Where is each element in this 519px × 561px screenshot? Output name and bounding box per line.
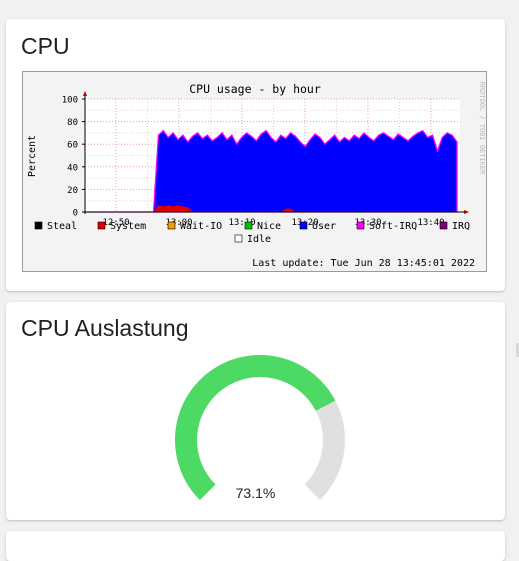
x-axis-arrow (464, 210, 469, 214)
next-card (6, 531, 505, 561)
graph-ylabel: Percent (27, 135, 38, 177)
cpu-load-gauge (175, 355, 345, 501)
legend-swatch (439, 221, 448, 230)
y-tick-label: 40 (67, 163, 78, 173)
cpu-usage-graph-svg: CPU usage - by hour Percent RRDTOOL / TO… (27, 82, 486, 269)
legend-label: Steal (47, 221, 77, 232)
y-tick-label: 20 (67, 186, 78, 196)
cpu-usage-graph: CPU usage - by hour Percent RRDTOOL / TO… (22, 71, 487, 272)
x-tick-label: 13:40 (417, 218, 444, 228)
y-tick-label: 80 (67, 118, 78, 128)
legend-label: User (312, 221, 336, 232)
legend-label: Idle (247, 234, 271, 245)
gauge-fill (175, 355, 336, 501)
y-tick-label: 100 (62, 96, 78, 106)
y-tick-label: 0 (73, 209, 78, 219)
legend-swatch (356, 221, 365, 230)
cpu-load-card-title: CPU Auslastung (21, 315, 189, 341)
legend-label: IRQ (452, 221, 470, 232)
legend-label: Wait-IO (180, 221, 222, 232)
x-tick-label: 12:50 (102, 218, 129, 228)
x-tick-label: 13:30 (354, 218, 381, 228)
legend-swatch (34, 221, 43, 230)
scroll-edge (516, 343, 519, 357)
cpu-card-title: CPU (21, 33, 70, 59)
x-tick-label: 13:10 (228, 218, 255, 228)
x-tick-label: 13:00 (165, 218, 192, 228)
legend-swatch (167, 221, 176, 230)
series-system-area (85, 205, 457, 212)
y-tick-label: 60 (67, 141, 78, 151)
legend-swatch (97, 221, 106, 230)
graph-last-update: Last update: Tue Jun 28 13:45:01 2022 (252, 258, 475, 269)
legend-swatch (299, 221, 308, 230)
graph-watermark: RRDTOOL / TOBI OETIKER (478, 82, 486, 176)
legend-swatch (244, 221, 253, 230)
cpu-card: CPU CPU usage - by hour Percent RRDTOOL … (6, 19, 505, 291)
legend-swatch (234, 234, 243, 243)
y-axis-arrow (83, 91, 87, 96)
cpu-load-card: CPU Auslastung 73.1% (6, 302, 505, 520)
legend-label: System (110, 221, 146, 232)
gauge-value: 73.1% (235, 485, 276, 501)
graph-title: CPU usage - by hour (189, 82, 321, 96)
legend-label: Nice (257, 221, 281, 232)
legend-label: Soft-IRQ (369, 221, 417, 232)
